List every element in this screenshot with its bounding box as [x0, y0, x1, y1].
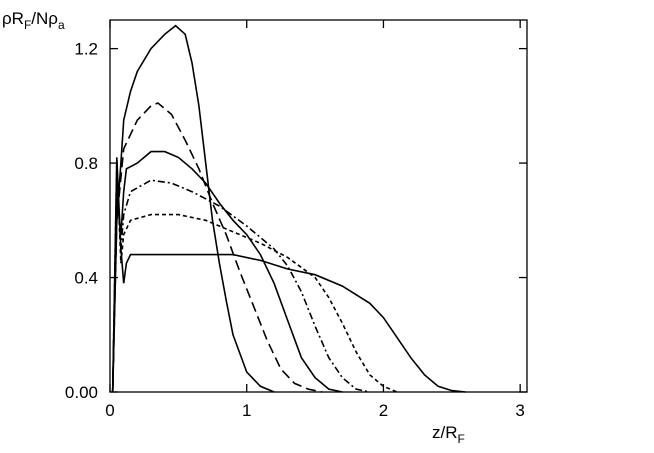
- line: [111, 163, 398, 393]
- y-label-sub: a: [58, 18, 65, 32]
- y-tick-label: 1.2: [74, 40, 98, 59]
- x-tick-label: 2: [379, 401, 388, 420]
- y-axis-label: ρRF/Nρa: [2, 9, 65, 32]
- x-label-part: z/R: [432, 423, 458, 442]
- y-label-sub: F: [24, 18, 31, 32]
- x-tick-label: 0: [105, 401, 114, 420]
- line: [111, 150, 343, 393]
- x-axis-label: z/RF: [432, 423, 465, 446]
- line: [111, 157, 466, 393]
- line: [111, 24, 275, 393]
- y-tick-label: 0.00: [65, 383, 98, 402]
- x-tick-label: 1: [242, 401, 251, 420]
- line: [111, 177, 370, 393]
- x-tick-label: 3: [515, 401, 524, 420]
- y-label-part: /Nρ: [31, 9, 58, 28]
- y-label-part: ρR: [2, 9, 24, 28]
- x-label-sub: F: [458, 432, 465, 446]
- plot-frame: [109, 19, 528, 393]
- y-tick-label: 0.8: [74, 154, 98, 173]
- line: [111, 102, 323, 393]
- y-tick-label: 0.4: [74, 269, 98, 288]
